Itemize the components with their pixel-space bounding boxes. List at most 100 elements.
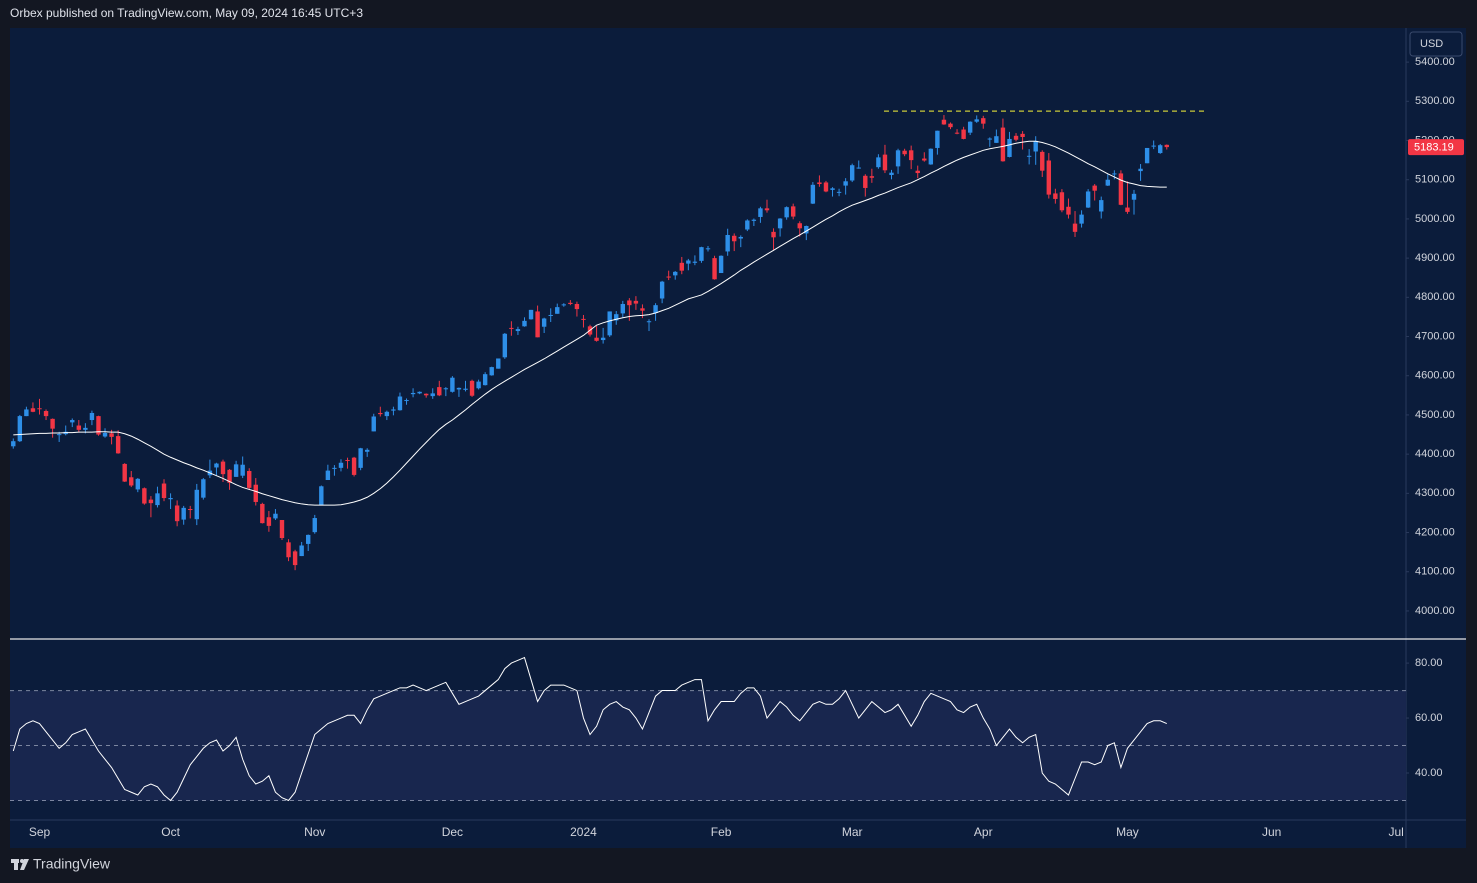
currency-button[interactable]	[1409, 31, 1463, 57]
candle-body	[201, 479, 206, 498]
candle-body	[266, 517, 272, 526]
candle-body	[555, 307, 560, 314]
candle-body	[443, 388, 449, 390]
candle-body	[102, 432, 108, 437]
candle-body	[574, 303, 580, 310]
candle-body	[188, 509, 193, 511]
candle-body	[378, 412, 383, 415]
candle-body	[627, 300, 632, 306]
candle-body	[764, 208, 770, 211]
candle-body	[135, 478, 141, 490]
candle-body	[1026, 155, 1032, 157]
candle-body	[1085, 191, 1091, 208]
candle-body	[214, 463, 219, 468]
candle-body	[941, 119, 947, 125]
candle-body	[423, 393, 429, 396]
candle-body	[1151, 145, 1156, 147]
x-tick-label: 2024	[570, 825, 597, 839]
candle-body	[1158, 145, 1163, 154]
candle-body	[856, 167, 861, 169]
candle-body	[292, 551, 298, 566]
candle-body	[725, 234, 730, 252]
candle-body	[233, 464, 239, 477]
candle-body	[699, 247, 704, 261]
x-tick-label: Jul	[1388, 825, 1403, 839]
candle-body	[155, 493, 160, 506]
candle-body	[168, 498, 173, 500]
candle-body	[882, 154, 888, 171]
candle-body	[673, 271, 678, 276]
candle-body	[1007, 138, 1012, 157]
candle-body	[745, 220, 750, 230]
candle-body	[1131, 193, 1137, 200]
candle-body	[876, 157, 881, 168]
candle-body	[37, 408, 42, 410]
candle-body	[509, 327, 514, 329]
candle-body	[784, 207, 789, 218]
candle-body	[902, 150, 907, 155]
candle-body	[11, 441, 16, 447]
candle-body	[1125, 207, 1130, 212]
y-tick-label: 4200.00	[1415, 526, 1455, 538]
candle-body	[181, 507, 186, 520]
candle-body	[679, 262, 684, 271]
candle-body	[17, 416, 23, 442]
candle-body	[1013, 135, 1019, 140]
candle-body	[666, 276, 671, 278]
candle-body	[496, 358, 501, 369]
y-tick-label: 4500.00	[1415, 409, 1455, 421]
candle-body	[174, 505, 180, 522]
candle-body	[1020, 133, 1025, 137]
currency-label[interactable]: USD	[1420, 38, 1443, 50]
candle-body	[30, 408, 36, 412]
candle-body	[384, 411, 390, 417]
candle-body	[1092, 185, 1097, 191]
candle-body	[771, 231, 776, 238]
candle-body	[928, 148, 934, 165]
candle-body	[1079, 214, 1084, 224]
candle-body	[1112, 173, 1117, 175]
x-tick-label: May	[1116, 825, 1139, 839]
candle-body	[148, 499, 154, 504]
candle-body	[967, 121, 973, 133]
y-tick-label: 4100.00	[1415, 566, 1455, 578]
candle-body	[869, 176, 875, 178]
x-tick-label: Sep	[29, 825, 51, 839]
candle-body	[889, 172, 894, 176]
candle-body	[50, 418, 55, 429]
y-tick-label: 4400.00	[1415, 448, 1455, 460]
candle-body	[96, 416, 101, 435]
candle-body	[109, 433, 114, 437]
candle-body	[351, 457, 357, 475]
candle-body	[306, 534, 311, 544]
candle-body	[620, 303, 625, 314]
y-tick-label: 4300.00	[1415, 487, 1455, 499]
candle-body	[908, 150, 914, 161]
candle-body	[312, 518, 317, 533]
candle-body	[922, 158, 927, 161]
tradingview-logo	[11, 859, 29, 870]
candle-body	[76, 425, 82, 430]
candle-body	[712, 258, 717, 280]
rsi-line	[12, 656, 1167, 802]
publish-header: Orbex published on TradingView.com, May …	[10, 6, 363, 20]
candle-body	[1040, 151, 1045, 171]
last-price-box	[1408, 139, 1464, 156]
candle-body	[279, 519, 285, 539]
candle-body	[391, 409, 396, 411]
candle-body	[273, 513, 278, 519]
candle-body	[863, 175, 868, 188]
candle-body	[358, 448, 363, 468]
candle-body	[915, 170, 920, 174]
candle-body	[325, 470, 331, 481]
candle-body	[1099, 200, 1104, 212]
candle-body	[836, 191, 842, 193]
candle-body	[410, 392, 416, 395]
candle-body	[345, 460, 350, 462]
y-tick-label: 5100.00	[1415, 174, 1455, 186]
candle-body	[568, 302, 573, 304]
candle-body	[371, 416, 376, 432]
candle-body	[364, 449, 370, 452]
candle-body	[240, 464, 245, 476]
candle-body	[751, 219, 757, 221]
